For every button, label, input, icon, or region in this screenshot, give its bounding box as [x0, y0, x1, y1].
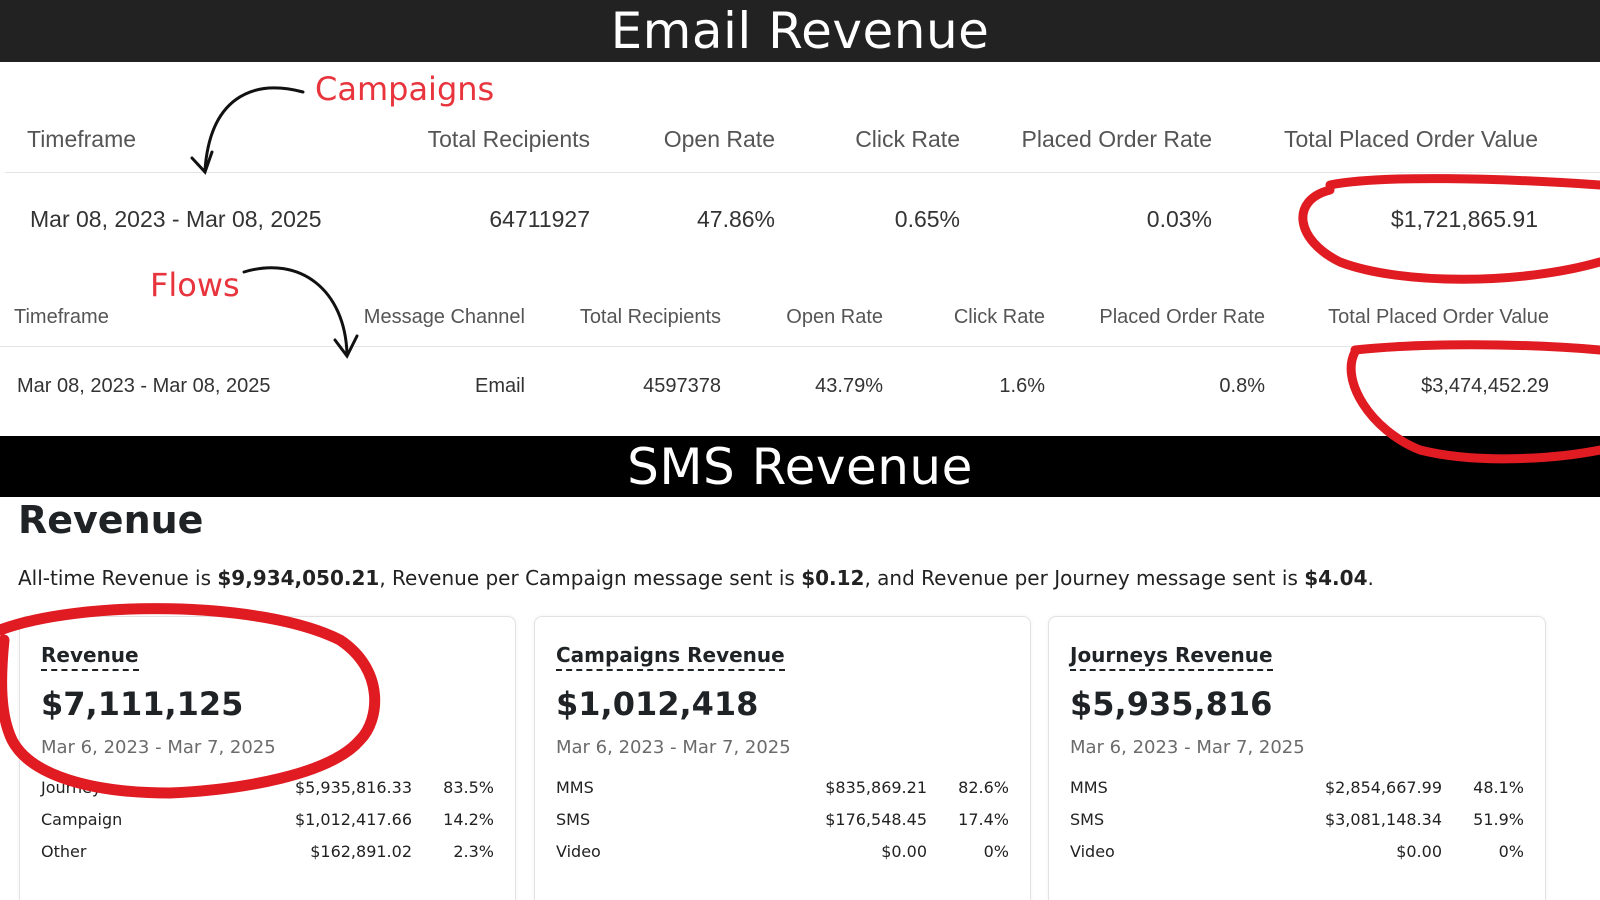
- breakdown-percent: 48.1%: [1473, 778, 1524, 797]
- cell-total-recipients: 4597378: [643, 375, 721, 397]
- breakdown-label: MMS: [556, 778, 594, 797]
- cell-click-rate: 1.6%: [999, 375, 1045, 397]
- header-timeframe: Timeframe: [27, 126, 137, 152]
- breakdown-row: Video $0.00 0%: [556, 842, 1009, 866]
- card-date-range: Mar 6, 2023 - Mar 7, 2025: [556, 737, 791, 758]
- breakdown-percent: 83.5%: [443, 778, 494, 797]
- breakdown-value: $5,935,816.33: [294, 778, 412, 797]
- breakdown-row: MMS $835,869.21 82.6%: [556, 778, 1009, 802]
- breakdown-value: $162,891.02: [310, 842, 412, 861]
- breakdown-value: $0.00: [881, 842, 927, 861]
- breakdown-percent: 82.6%: [958, 778, 1009, 797]
- header-timeframe: Timeframe: [14, 306, 109, 328]
- card-date-range: Mar 6, 2023 - Mar 7, 2025: [41, 737, 276, 758]
- cell-total-placed-order-value: $1,721,865.91: [1390, 206, 1538, 232]
- cell-placed-order-rate: 0.03%: [1146, 206, 1212, 232]
- header-open-rate: Open Rate: [663, 126, 775, 152]
- header-click-rate: Click Rate: [953, 306, 1045, 328]
- summary-mid1: , Revenue per Campaign message sent is: [379, 566, 802, 590]
- card-value: $5,935,816: [1070, 685, 1273, 723]
- all-time-revenue: $9,934,050.21: [217, 566, 380, 590]
- breakdown-percent: 14.2%: [443, 810, 494, 829]
- breakdown-value: $176,548.45: [825, 810, 927, 829]
- card-title[interactable]: Journeys Revenue: [1070, 643, 1273, 671]
- breakdown-row: Campaign $1,012,417.66 14.2%: [41, 810, 494, 834]
- revenue-per-campaign: $0.12: [801, 566, 865, 590]
- breakdown-value: $2,854,667.99: [1324, 778, 1442, 797]
- breakdown-percent: 0%: [983, 842, 1009, 861]
- cell-message-channel: Email: [474, 375, 525, 397]
- breakdown-row: Journey $5,935,816.33 83.5%: [41, 778, 494, 802]
- header-click-rate: Click Rate: [855, 126, 960, 152]
- flows-annotation: Flows: [150, 266, 240, 304]
- campaigns-table-divider: [5, 172, 1600, 173]
- email-revenue-title: Email Revenue: [610, 2, 990, 60]
- breakdown-value: $1,012,417.66: [294, 810, 412, 829]
- breakdown-percent: 17.4%: [958, 810, 1009, 829]
- summary-suffix: .: [1367, 566, 1374, 590]
- revenue-card: Revenue $7,111,125 Mar 6, 2023 - Mar 7, …: [19, 616, 516, 900]
- breakdown-row: SMS $176,548.45 17.4%: [556, 810, 1009, 834]
- breakdown-label: SMS: [556, 810, 591, 829]
- breakdown-value: $0.00: [1396, 842, 1442, 861]
- cell-open-rate: 43.79%: [815, 375, 883, 397]
- cell-open-rate: 47.86%: [696, 206, 775, 232]
- cell-timeframe: Mar 08, 2023 - Mar 08, 2025: [17, 375, 271, 397]
- card-value: $7,111,125: [41, 685, 244, 723]
- header-message-channel: Message Channel: [363, 306, 525, 328]
- breakdown-label: Journey: [41, 778, 102, 797]
- breakdown-label: Campaign: [41, 810, 123, 829]
- breakdown-label: MMS: [1070, 778, 1108, 797]
- breakdown-value: $835,869.21: [825, 778, 927, 797]
- breakdown-row: Video $0.00 0%: [1070, 842, 1524, 866]
- curved-arrow-icon: [242, 266, 359, 359]
- campaigns-revenue-card: Campaigns Revenue $1,012,418 Mar 6, 2023…: [534, 616, 1031, 900]
- header-total-recipients: Total Recipients: [579, 306, 721, 328]
- sms-revenue-title: SMS Revenue: [627, 437, 973, 496]
- header-placed-order-rate: Placed Order Rate: [1021, 126, 1212, 152]
- breakdown-percent: 2.3%: [453, 842, 494, 861]
- breakdown-label: Video: [1070, 842, 1115, 861]
- cell-total-recipients: 64711927: [489, 206, 590, 232]
- breakdown-row: Other $162,891.02 2.3%: [41, 842, 494, 866]
- revenue-per-journey: $4.04: [1304, 566, 1368, 590]
- curved-arrow-icon: [190, 86, 305, 175]
- card-date-range: Mar 6, 2023 - Mar 7, 2025: [1070, 737, 1305, 758]
- campaigns-annotation: Campaigns: [315, 70, 495, 108]
- header-placed-order-rate: Placed Order Rate: [1099, 306, 1265, 328]
- breakdown-percent: 0%: [1498, 842, 1524, 861]
- revenue-summary: All-time Revenue is $9,934,050.21, Reven…: [18, 566, 1374, 590]
- cell-placed-order-rate: 0.8%: [1219, 375, 1265, 397]
- breakdown-value: $3,081,148.34: [1324, 810, 1442, 829]
- cell-timeframe: Mar 08, 2023 - Mar 08, 2025: [30, 206, 322, 232]
- breakdown-percent: 51.9%: [1473, 810, 1524, 829]
- breakdown-label: Other: [41, 842, 87, 861]
- sms-revenue-banner: SMS Revenue: [0, 436, 1600, 497]
- breakdown-row: MMS $2,854,667.99 48.1%: [1070, 778, 1524, 802]
- card-title[interactable]: Campaigns Revenue: [556, 643, 785, 671]
- breakdown-label: SMS: [1070, 810, 1105, 829]
- header-total-recipients: Total Recipients: [427, 126, 590, 152]
- journeys-revenue-card: Journeys Revenue $5,935,816 Mar 6, 2023 …: [1048, 616, 1546, 900]
- email-revenue-banner: Email Revenue: [0, 0, 1600, 62]
- page-title: Revenue: [18, 498, 204, 542]
- card-title[interactable]: Revenue: [41, 643, 139, 671]
- header-total-placed-order-value: Total Placed Order Value: [1328, 306, 1549, 328]
- breakdown-label: Video: [556, 842, 601, 861]
- breakdown-row: SMS $3,081,148.34 51.9%: [1070, 810, 1524, 834]
- summary-prefix: All-time Revenue is: [18, 566, 218, 590]
- flows-table-divider: [0, 346, 1600, 347]
- header-open-rate: Open Rate: [786, 306, 883, 328]
- header-total-placed-order-value: Total Placed Order Value: [1284, 126, 1538, 152]
- cell-total-placed-order-value: $3,474,452.29: [1421, 375, 1549, 397]
- cell-click-rate: 0.65%: [894, 206, 960, 232]
- card-value: $1,012,418: [556, 685, 759, 723]
- summary-mid2: , and Revenue per Journey message sent i…: [864, 566, 1305, 590]
